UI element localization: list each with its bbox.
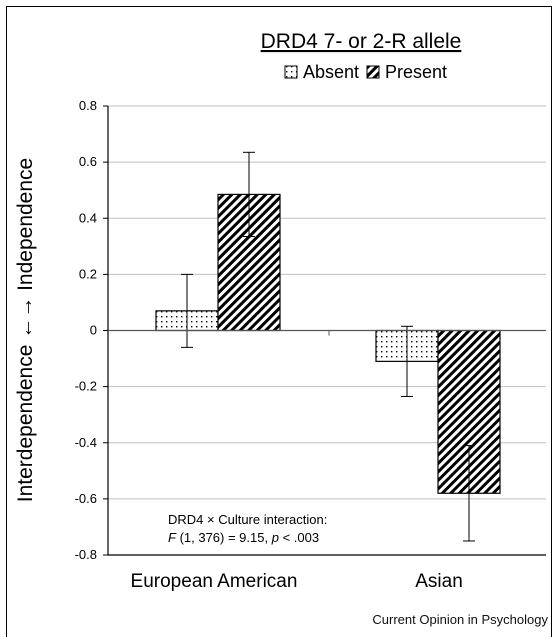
bars <box>155 193 501 494</box>
legend-label-present: Present <box>385 62 447 82</box>
legend-label-absent: Absent <box>303 62 359 82</box>
x-tick-label-european-american: European American <box>131 571 298 592</box>
y-tick-label: 0.2 <box>79 266 97 281</box>
y-tick-label: -0.2 <box>75 379 97 394</box>
figure-frame <box>6 6 552 637</box>
annotation-line1: DRD4 × Culture interaction: <box>168 512 327 527</box>
annotation-p: p <box>271 530 279 545</box>
annotation-f: F <box>168 530 177 545</box>
annotation-stats: (1, 376) = 9.15, <box>176 530 272 545</box>
x-tick-label-asian: Asian <box>415 571 463 592</box>
y-axis-label: Interdependence ←→ Independence <box>14 157 37 503</box>
error-bars <box>181 151 475 542</box>
y-tick-label: -0.8 <box>75 547 97 562</box>
y-tick-label: -0.4 <box>75 435 97 450</box>
y-tick-label: 0.4 <box>79 210 97 225</box>
legend: Absent Present <box>284 62 447 82</box>
y-tick-labels: 0.8 0.6 0.4 0.2 0 -0.2 -0.4 -0.6 -0.8 <box>75 98 97 562</box>
legend-item-present: Present <box>366 62 447 82</box>
annotation-threshold: < .003 <box>279 530 319 545</box>
y-tick-label: -0.6 <box>75 491 97 506</box>
chart-title: DRD4 7- or 2-R allele <box>261 30 462 53</box>
legend-swatch-absent <box>284 65 298 79</box>
y-tick-label: 0.8 <box>79 98 97 113</box>
source-label: Current Opinion in Psychology <box>372 612 548 627</box>
axes <box>103 105 546 556</box>
legend-item-absent: Absent <box>284 62 359 82</box>
legend-swatch-present <box>366 65 380 79</box>
annotation-line2: F (1, 376) = 9.15, p < .003 <box>168 530 319 545</box>
y-tick-label: 0 <box>90 323 97 338</box>
y-tick-label: 0.6 <box>79 154 97 169</box>
